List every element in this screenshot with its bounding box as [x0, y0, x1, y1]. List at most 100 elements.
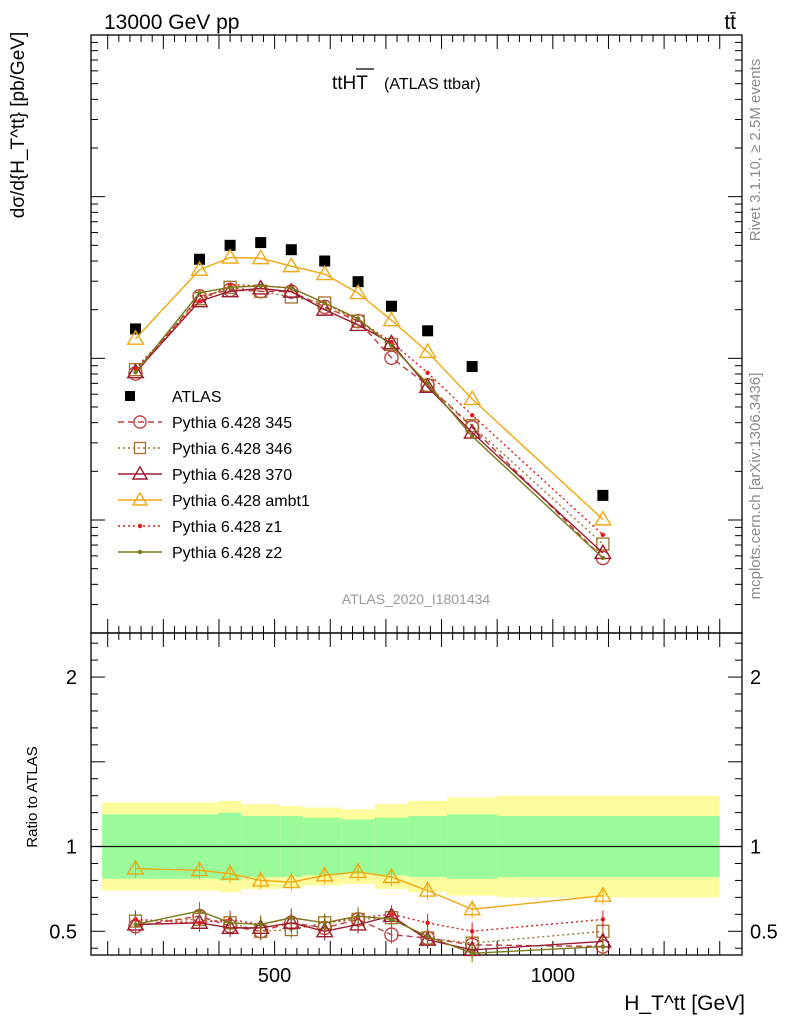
ratio-uncertainty-bands [91, 795, 742, 898]
side-label-bottom: mcplots.cern.ch [arXiv:1306.3436] [747, 373, 764, 600]
series-point-main [197, 290, 202, 296]
series-point-ratio [349, 915, 368, 931]
series-point-ratio [126, 859, 145, 875]
main-plot-border [90, 34, 743, 634]
ratio-tick-label-right: 1 [750, 837, 761, 859]
series-point-main [469, 412, 475, 418]
atlas-data-point [385, 300, 397, 312]
series-point-main [596, 537, 610, 551]
ratio-y-axis-label: Ratio to ATLAS [24, 746, 41, 847]
series-point-main [126, 329, 145, 345]
series-point-main [463, 389, 482, 406]
ratio-tick-label-right: 0.5 [750, 921, 778, 943]
plot-title: ttHT (ATLAS ttbar) [332, 68, 481, 94]
series-point-main [469, 434, 475, 439]
atlas-data-point [255, 237, 267, 249]
atlas-data-point [597, 489, 609, 501]
legend-label: Pythia 6.428 z2 [172, 545, 282, 562]
series-point-ratio [190, 861, 209, 877]
legend-marker [131, 491, 149, 506]
series-point-main [382, 310, 401, 327]
series-atlas-data [130, 237, 609, 501]
plot-title-main: ttHT [332, 73, 368, 94]
series-point-main [322, 300, 327, 306]
series-point-ratio [384, 927, 399, 942]
ratio-tick-label-left: 0.5 [49, 921, 77, 943]
series-point-main [251, 279, 270, 295]
series-point-ratio [197, 908, 202, 914]
legend-label: Pythia 6.428 346 [172, 441, 292, 458]
series-point-main [315, 300, 334, 316]
series-point-main [600, 532, 606, 538]
series-point-main [349, 315, 368, 332]
series-point-main [351, 314, 365, 328]
series-point-main [227, 285, 233, 290]
series-point-ratio [227, 920, 233, 925]
header-right-label: tt̄ [724, 11, 736, 34]
series-point-main [389, 339, 394, 345]
legend: ATLAS Pythia 6.428 345 Pythia 6.428 346 Pyt… [118, 389, 310, 562]
legend-marker [137, 549, 143, 555]
side-label-top: Rivet 3.1.10, ≥ 2.5M events [747, 59, 764, 242]
series-line-main [134, 289, 604, 559]
series-point-ratio [600, 944, 606, 949]
series-point-ratio [221, 864, 240, 880]
atlas-data-point [466, 361, 478, 373]
series-point-main [349, 283, 368, 300]
series-point-main [251, 249, 270, 265]
ratio-tick-label-left: 2 [66, 667, 77, 689]
y-axis-label: dσ/d{H_T^tt} [pb/GeV] [8, 32, 29, 218]
atlas-data-point [224, 239, 236, 251]
series-point-main [289, 285, 294, 291]
main-plot-frame: 1010101010101010 [90, 34, 743, 634]
series-point-ratio [315, 922, 334, 938]
series-point-main [133, 366, 138, 371]
x-axis-label: H_T^tt [GeV] [624, 992, 745, 1015]
series-point-ratio [282, 913, 301, 929]
atlas-data-point [130, 323, 142, 335]
series-point-ratio [258, 922, 263, 927]
series-point-main [600, 555, 606, 561]
legend-label-atlas: ATLAS [172, 389, 222, 406]
ratio-tick-label-right: 2 [750, 667, 761, 689]
legend-label: Pythia 6.428 345 [172, 415, 292, 432]
series-point-ratio [322, 920, 327, 925]
atlas-data-point [352, 276, 364, 288]
atlas-data-point [422, 325, 434, 337]
legend-marker [133, 415, 147, 429]
series-point-ratio [221, 918, 240, 935]
series-point-main [355, 316, 361, 321]
legend-label: Pythia 6.428 ambt1 [172, 493, 310, 510]
series-point-main [425, 370, 430, 375]
series-point-ratio [600, 917, 606, 922]
x-tick-label: 500 [258, 965, 291, 987]
series-pythia-6-428-ambt1 [126, 248, 612, 919]
plot-title-sub: (ATLAS ttbar) [384, 76, 481, 93]
series-point-ratio [593, 886, 612, 902]
series-point-main [315, 264, 334, 281]
atlas-data-point [194, 253, 205, 265]
series-point-ratio [289, 915, 294, 920]
x-tick-label: 1000 [531, 965, 576, 987]
series-point-ratio [282, 872, 301, 889]
series-point-ratio [315, 866, 334, 882]
series-point-ratio [389, 917, 394, 922]
atlas-data-point [319, 255, 331, 267]
series-point-main [389, 343, 394, 348]
series-point-ratio [425, 934, 430, 939]
series-point-main [258, 283, 263, 289]
series-point-ratio [463, 900, 482, 916]
series-point-main [190, 292, 209, 308]
series-point-main [282, 257, 301, 273]
analysis-label: ATLAS_2020_I1801434 [342, 591, 491, 607]
series-point-main [221, 248, 240, 264]
series-point-ratio [382, 867, 401, 884]
legend-marker-atlas [125, 391, 135, 401]
series-point-main [221, 282, 240, 298]
legend-label: Pythia 6.428 370 [172, 467, 292, 484]
legend-label: Pythia 6.428 z1 [172, 519, 282, 536]
legend-marker [131, 465, 149, 480]
ratio-tick-label-left: 1 [66, 837, 77, 859]
series-point-ratio [251, 871, 270, 887]
